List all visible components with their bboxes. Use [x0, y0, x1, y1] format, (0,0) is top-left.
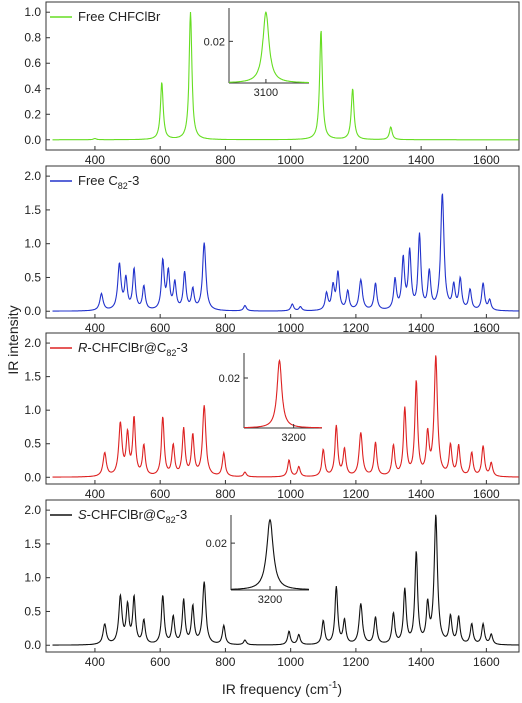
y-tick-label: 0.5	[24, 437, 41, 451]
inset-y-tick-label: 0.02	[204, 36, 225, 48]
y-tick-label: 0.0	[24, 304, 41, 318]
spectrum-line	[52, 514, 519, 646]
x-tick-label: 1600	[473, 153, 500, 167]
spectrum-panel-3: 0.0 0.5 1.0 1.5 2.0 400 600 800 1000 1200 1400 1600…	[24, 332, 520, 501]
y-tick-label: 0.5	[24, 604, 41, 618]
spectrum-panel-4: 0.0 0.5 1.0 1.5 2.0 400 600 800 1000 1200 1400 1600…	[24, 499, 520, 669]
x-tick-label: 1400	[408, 321, 435, 335]
x-tick-label: 800	[215, 321, 235, 335]
x-tick-label: 1000	[277, 655, 304, 669]
x-tick-label: 600	[150, 487, 170, 501]
plot-frame	[45, 499, 520, 653]
x-tick-label: 1000	[277, 153, 304, 167]
inset-x-tick-label: 3200	[258, 594, 282, 606]
inset-x-tick-label: 3100	[254, 87, 278, 99]
x-tick-label: 600	[150, 321, 170, 335]
x-tick-label: 1400	[408, 153, 435, 167]
y-tick-label: 0.0	[24, 638, 41, 652]
y-tick-label: 0.0	[24, 133, 41, 147]
inset-y-tick-label: 0.02	[206, 538, 227, 550]
y-tick-label: 0.2	[24, 107, 41, 121]
inset-plot: 0.02 3200	[206, 515, 309, 606]
y-tick-label: 1.0	[24, 571, 41, 585]
spectrum-panel-1: 0.0 0.2 0.4 0.6 0.8 1.0 400 600 800 1000 1200 1400 1…	[24, 1, 520, 167]
x-tick-label: 400	[85, 321, 105, 335]
y-tick-label: 1.0	[24, 237, 41, 251]
x-tick-label: 1400	[408, 655, 435, 669]
y-tick-label: 1.0	[24, 403, 41, 417]
inset-line	[244, 358, 322, 429]
x-tick-label: 400	[85, 655, 105, 669]
x-tick-label: 1400	[408, 487, 435, 501]
legend-label: Free CHFClBr	[78, 9, 161, 24]
x-tick-label: 1600	[473, 655, 500, 669]
y-tick-label: 2.0	[24, 503, 41, 517]
y-tick-label: 2.0	[24, 169, 41, 183]
spectrum-line	[52, 193, 519, 312]
legend-label: R-CHFClBr@C82-3	[78, 340, 188, 358]
x-tick-label: 1000	[277, 321, 304, 335]
inset-line	[229, 11, 309, 84]
y-tick-label: 1.5	[24, 203, 41, 217]
inset-x-tick-label: 3200	[281, 432, 305, 444]
y-tick-label: 1.5	[24, 537, 41, 551]
inset-y-tick-label: 0.02	[219, 373, 240, 385]
panels: 0.0 0.2 0.4 0.6 0.8 1.0 400 600 800 1000 1200 1400 1…	[24, 1, 520, 669]
legend-label: Free C82-3	[78, 173, 139, 191]
y-tick-label: 1.0	[24, 5, 41, 19]
x-axis-title: IR frequency (cm-1)	[222, 680, 342, 697]
x-tick-label: 800	[215, 487, 235, 501]
x-tick-label: 1000	[277, 487, 304, 501]
x-tick-label: 400	[85, 487, 105, 501]
x-tick-label: 1200	[343, 487, 370, 501]
inset-line	[231, 518, 309, 590]
x-tick-label: 1200	[343, 153, 370, 167]
inset-plot: 0.02 3200	[219, 353, 322, 444]
x-tick-label: 400	[85, 153, 105, 167]
plot-frame	[45, 332, 520, 485]
x-tick-label: 800	[215, 655, 235, 669]
y-tick-label: 1.5	[24, 370, 41, 384]
y-tick-label: 0.4	[24, 82, 41, 96]
y-tick-label: 0.6	[24, 56, 41, 70]
spectrum-panel-2: 0.0 0.5 1.0 1.5 2.0 400 600 800 1000 1200 1400 1600…	[24, 165, 520, 335]
y-tick-label: 0.0	[24, 470, 41, 484]
inset-plot: 0.02 3100	[204, 8, 309, 99]
plot-frame	[45, 1, 520, 151]
x-tick-label: 1200	[343, 321, 370, 335]
x-tick-label: 600	[150, 655, 170, 669]
spectrum-line	[52, 355, 519, 478]
y-tick-label: 2.0	[24, 336, 41, 350]
x-tick-label: 800	[215, 153, 235, 167]
y-axis-title: IR intensity	[5, 305, 21, 374]
x-tick-label: 1600	[473, 487, 500, 501]
y-tick-label: 0.8	[24, 31, 41, 45]
x-tick-label: 1600	[473, 321, 500, 335]
x-tick-label: 1200	[343, 655, 370, 669]
x-tick-label: 600	[150, 153, 170, 167]
y-tick-label: 0.5	[24, 270, 41, 284]
spectrum-line	[52, 11, 519, 141]
plot-frame	[45, 165, 520, 319]
legend-label: S-CHFClBr@C82-3	[78, 507, 187, 525]
